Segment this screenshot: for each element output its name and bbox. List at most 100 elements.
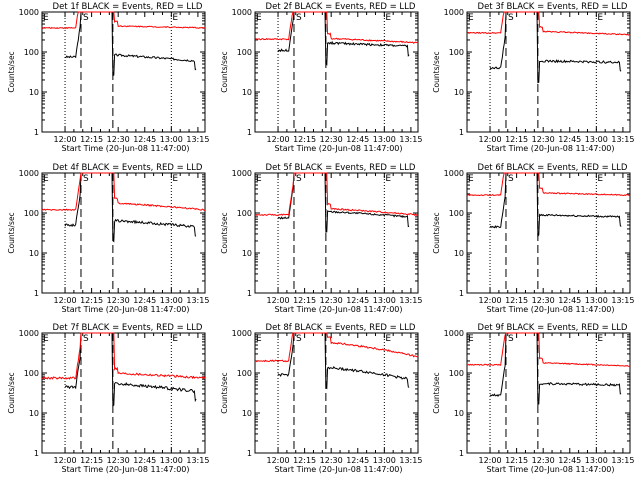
x-tick-label: 12:30 — [320, 456, 343, 465]
x-tick-label: 13:00 — [585, 456, 608, 465]
y-tick-label: 100 — [237, 369, 252, 378]
x-axis-label: Start Time (20-Jun-08 11:47:00) — [487, 305, 615, 314]
x-tick-label: 12:15 — [80, 296, 103, 305]
start-marker-label: S — [508, 174, 514, 184]
x-tick-label: 13:15 — [399, 296, 422, 305]
y-axis-label: Counts/sec — [7, 51, 16, 92]
detector-panel: Det 4f BLACK = Events, RED = LLD 1 10 100 10… — [7, 163, 209, 314]
end-marker-label: E — [172, 174, 178, 184]
plot-frame — [466, 11, 631, 133]
x-axis-label: Start Time (20-Jun-08 11:47:00) — [62, 465, 190, 474]
end-marker-label: E — [468, 13, 474, 23]
y-axis-label: Counts/sec — [7, 212, 16, 253]
y-tick-label: 10 — [29, 88, 39, 97]
y-tick-label: 1000 — [232, 169, 252, 178]
y-tick-label: 10 — [29, 249, 39, 258]
y-tick-label: 100 — [24, 209, 39, 218]
x-axis-label: Start Time (20-Jun-08 11:47:00) — [62, 144, 190, 153]
x-tick-label: 12:30 — [107, 456, 130, 465]
x-tick-label: 12:45 — [558, 456, 581, 465]
y-tick-label: 1 — [34, 128, 39, 137]
y-axis-label: Counts/sec — [432, 212, 441, 253]
plot-frame — [466, 332, 631, 454]
y-tick-label: 1 — [459, 289, 464, 298]
detector-panel: Det 2f BLACK = Events, RED = LLD 1 10 100 10… — [220, 2, 422, 153]
panel-title: Det 6f BLACK = Events, RED = LLD — [478, 163, 628, 173]
start-marker-label: S — [508, 334, 514, 344]
lld-series-line — [466, 11, 631, 36]
x-tick-label: 12:00 — [267, 456, 290, 465]
x-tick-label: 12:00 — [479, 296, 502, 305]
y-tick-label: 100 — [449, 209, 464, 218]
y-tick-label: 100 — [237, 209, 252, 218]
x-tick-label: 13:15 — [611, 456, 634, 465]
y-tick-label: 10 — [242, 249, 252, 258]
lld-series-line — [254, 11, 419, 44]
x-tick-label: 12:45 — [346, 135, 369, 144]
end-marker-label: E — [256, 174, 262, 184]
plot-frame — [41, 11, 206, 133]
detector-panel: Det 1f BLACK = Events, RED = LLD 1 10 100 10… — [7, 2, 209, 153]
y-tick-label: 1 — [459, 128, 464, 137]
x-tick-label: 12:15 — [505, 296, 528, 305]
x-tick-label: 12:45 — [346, 456, 369, 465]
plot-frame — [41, 332, 206, 454]
x-tick-label: 12:45 — [133, 296, 156, 305]
y-tick-label: 1 — [247, 449, 252, 458]
x-tick-label: 12:00 — [54, 135, 77, 144]
start-marker-label: S — [296, 13, 302, 23]
y-axis-label: Counts/sec — [432, 51, 441, 92]
x-tick-label: 12:45 — [133, 135, 156, 144]
x-axis-label: Start Time (20-Jun-08 11:47:00) — [275, 305, 403, 314]
x-axis-label: Start Time (20-Jun-08 11:47:00) — [62, 305, 190, 314]
end-marker-label: E — [43, 13, 49, 23]
x-tick-label: 13:00 — [585, 135, 608, 144]
x-tick-label: 13:00 — [373, 456, 396, 465]
plot-frame — [254, 11, 419, 133]
x-tick-label: 12:15 — [80, 456, 103, 465]
y-tick-label: 100 — [449, 48, 464, 57]
x-axis-label: Start Time (20-Jun-08 11:47:00) — [275, 465, 403, 474]
end-marker-label: E — [597, 174, 603, 184]
y-axis-label: Counts/sec — [432, 372, 441, 413]
x-tick-label: 12:30 — [532, 135, 555, 144]
y-tick-label: 10 — [454, 88, 464, 97]
y-tick-label: 1000 — [444, 329, 464, 338]
y-tick-label: 100 — [449, 369, 464, 378]
end-marker-label: E — [43, 334, 49, 344]
start-marker-label: S — [296, 334, 302, 344]
panel-title: Det 7f BLACK = Events, RED = LLD — [53, 323, 203, 333]
plot-frame — [254, 332, 419, 454]
x-axis-label: Start Time (20-Jun-08 11:47:00) — [487, 465, 615, 474]
end-marker-label: E — [385, 174, 391, 184]
x-tick-label: 12:15 — [293, 135, 316, 144]
start-marker-label: S — [508, 13, 514, 23]
x-tick-label: 13:00 — [373, 296, 396, 305]
x-tick-label: 12:00 — [267, 296, 290, 305]
end-marker-label: E — [172, 13, 178, 23]
y-tick-label: 1000 — [19, 8, 39, 17]
x-tick-label: 12:15 — [80, 135, 103, 144]
x-tick-label: 12:15 — [505, 456, 528, 465]
x-tick-label: 12:30 — [532, 456, 555, 465]
x-tick-label: 13:15 — [186, 296, 209, 305]
end-marker-label: E — [468, 334, 474, 344]
x-tick-label: 12:30 — [320, 135, 343, 144]
y-tick-label: 1 — [34, 289, 39, 298]
y-axis-label: Counts/sec — [220, 372, 229, 413]
start-marker-label: S — [83, 334, 89, 344]
plot-frame — [41, 172, 206, 294]
x-tick-label: 12:15 — [293, 456, 316, 465]
lld-series-line — [254, 332, 419, 363]
detector-panel: Det 5f BLACK = Events, RED = LLD 1 10 100 10… — [220, 163, 422, 314]
y-tick-label: 1 — [247, 128, 252, 137]
x-tick-label: 13:00 — [160, 296, 183, 305]
detector-panel: Det 3f BLACK = Events, RED = LLD 1 10 100 10… — [432, 2, 634, 153]
end-marker-label: E — [597, 334, 603, 344]
panel-title: Det 4f BLACK = Events, RED = LLD — [53, 163, 203, 173]
x-tick-label: 12:30 — [532, 296, 555, 305]
lld-series-line — [466, 332, 631, 367]
y-tick-label: 1000 — [19, 169, 39, 178]
panel-title: Det 8f BLACK = Events, RED = LLD — [266, 323, 416, 333]
